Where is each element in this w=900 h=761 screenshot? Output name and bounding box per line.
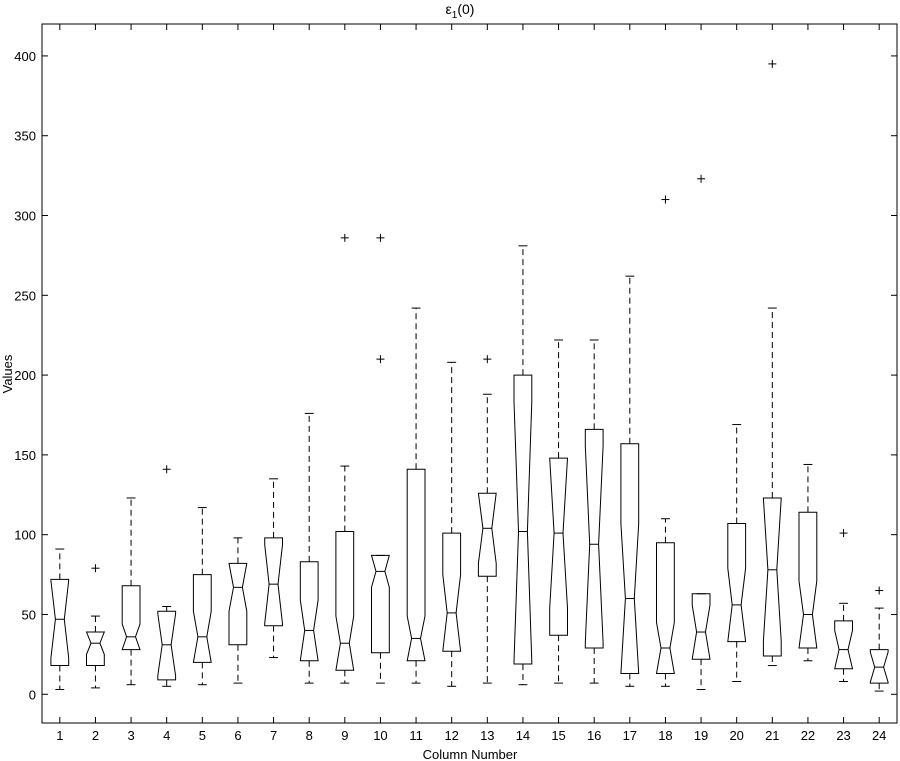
y-tick-label: 300 <box>14 209 36 224</box>
box <box>549 457 569 636</box>
box <box>655 542 675 674</box>
box <box>727 523 747 643</box>
x-tick-label: 8 <box>306 728 313 743</box>
box <box>691 593 711 660</box>
x-tick-label: 4 <box>163 728 170 743</box>
y-tick-label: 400 <box>14 49 36 64</box>
box <box>869 649 889 684</box>
x-tick-label: 2 <box>92 728 99 743</box>
y-tick-label: 200 <box>14 368 36 383</box>
y-tick-label: 100 <box>14 528 36 543</box>
x-tick-label: 23 <box>836 728 850 743</box>
box <box>762 497 782 657</box>
box <box>370 554 390 654</box>
x-tick-label: 6 <box>234 728 241 743</box>
x-tick-label: 21 <box>765 728 779 743</box>
x-tick-label: 18 <box>658 728 672 743</box>
box <box>442 532 462 652</box>
x-tick-label: 7 <box>270 728 277 743</box>
x-tick-label: 19 <box>694 728 708 743</box>
box <box>834 620 854 670</box>
x-axis-label: Column Number <box>423 747 518 761</box>
box <box>513 374 533 665</box>
x-tick-label: 3 <box>127 728 134 743</box>
box <box>406 468 426 662</box>
x-tick-label: 1 <box>56 728 63 743</box>
x-tick-label: 11 <box>409 728 423 743</box>
box <box>50 578 70 666</box>
chart-title: ε1(0) <box>446 1 475 21</box>
x-tick-label: 13 <box>480 728 494 743</box>
x-tick-label: 22 <box>801 728 815 743</box>
x-tick-label: 10 <box>373 728 387 743</box>
x-tick-label: 17 <box>623 728 637 743</box>
box <box>85 631 106 666</box>
x-tick-label: 15 <box>551 728 565 743</box>
x-tick-label: 20 <box>729 728 743 743</box>
box <box>228 562 248 646</box>
box <box>299 561 319 662</box>
chart-title-main: ε <box>446 1 452 17</box>
y-tick-label: 250 <box>14 288 36 303</box>
x-tick-label: 5 <box>199 728 206 743</box>
y-tick-label: 0 <box>29 687 36 702</box>
box <box>121 585 141 651</box>
box <box>264 537 283 627</box>
x-tick-label: 14 <box>516 728 530 743</box>
box <box>192 574 212 663</box>
y-tick-label: 350 <box>14 129 36 144</box>
box <box>798 511 818 649</box>
box <box>584 428 604 649</box>
y-axis-label: Values <box>0 354 15 393</box>
chart-title-subscript: 1 <box>452 10 458 21</box>
box <box>477 492 497 577</box>
box <box>157 610 177 681</box>
plot-frame <box>41 23 898 724</box>
box <box>335 531 355 671</box>
chart-title-suffix: (0) <box>457 1 474 17</box>
box <box>620 443 640 674</box>
y-tick-label: 50 <box>22 607 36 622</box>
x-tick-label: 9 <box>341 728 348 743</box>
y-tick-label: 150 <box>14 448 36 463</box>
x-tick-label: 12 <box>444 728 458 743</box>
x-tick-label: 24 <box>872 728 886 743</box>
x-tick-label: 16 <box>587 728 601 743</box>
